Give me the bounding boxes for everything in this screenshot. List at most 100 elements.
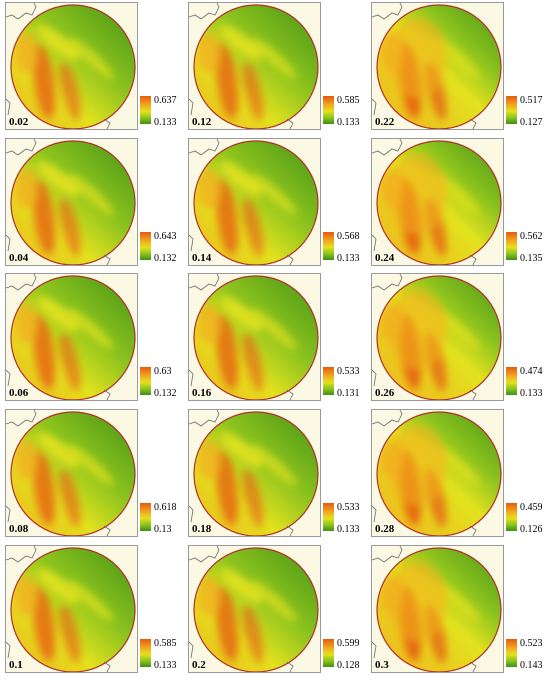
map-panel: 0.1 0.585 0.133 (0, 543, 179, 673)
prediction-map (6, 546, 136, 672)
map-frame: 0.06 (5, 273, 138, 401)
panel-label: 0.1 (9, 659, 23, 671)
coastline (189, 3, 294, 129)
coastline (6, 410, 111, 536)
legend-max-value: 0.585 (337, 95, 360, 106)
prediction-map (189, 546, 319, 672)
color-legend: 0.585 0.133 (323, 0, 363, 130)
legend-min-value: 0.126 (520, 524, 543, 535)
legend-min-value: 0.135 (520, 253, 543, 264)
prediction-map (372, 139, 502, 265)
study-area-boundary (193, 140, 319, 265)
panel-label: 0.14 (192, 252, 212, 264)
legend-max-value: 0.562 (520, 231, 543, 242)
map-panel: 0.28 0.459 0.126 (366, 407, 545, 537)
coastline (189, 410, 294, 536)
coastline (372, 274, 477, 400)
legend-color-ramp (506, 639, 517, 667)
legend-max-value: 0.643 (154, 231, 177, 242)
prediction-map (372, 3, 502, 129)
color-legend: 0.523 0.143 (506, 543, 546, 673)
legend-min-value: 0.13 (154, 524, 172, 535)
panel-label: 0.24 (375, 252, 395, 264)
map-panel: 0.22 0.517 0.127 (366, 0, 545, 130)
map-panel: 0.14 0.568 0.133 (183, 136, 362, 266)
legend-color-ramp (506, 96, 517, 124)
legend-min-value: 0.128 (337, 660, 360, 671)
panel-label: 0.12 (192, 116, 212, 128)
map-panel: 0.06 0.63 0.132 (0, 271, 179, 401)
prediction-map (189, 274, 319, 400)
legend-max-value: 0.533 (337, 502, 360, 513)
coastline (189, 546, 294, 672)
panel-label: 0.16 (192, 387, 212, 399)
study-area-boundary (10, 4, 136, 129)
map-panel: 0.02 0.637 0.133 (0, 0, 179, 130)
legend-color-ramp (506, 503, 517, 531)
map-frame: 0.04 (5, 138, 138, 266)
prediction-map (6, 139, 136, 265)
panel-label: 0.06 (9, 387, 29, 399)
color-legend: 0.585 0.133 (140, 543, 180, 673)
legend-max-value: 0.523 (520, 638, 543, 649)
color-legend: 0.533 0.131 (323, 271, 363, 401)
study-area-boundary (376, 275, 502, 400)
map-frame: 0.2 (188, 545, 321, 673)
map-panel: 0.16 0.533 0.131 (183, 271, 362, 401)
study-area-boundary (376, 140, 502, 265)
map-frame: 0.28 (371, 409, 504, 537)
color-legend: 0.643 0.132 (140, 136, 180, 266)
legend-min-value: 0.127 (520, 117, 543, 128)
legend-color-ramp (323, 232, 334, 260)
study-area-boundary (376, 4, 502, 129)
legend-max-value: 0.568 (337, 231, 360, 242)
coastline (189, 139, 294, 265)
coastline (6, 274, 111, 400)
legend-max-value: 0.585 (154, 638, 177, 649)
legend-color-ramp (140, 96, 151, 124)
prediction-map (189, 410, 319, 536)
panel-label: 0.18 (192, 523, 212, 535)
color-legend: 0.637 0.133 (140, 0, 180, 130)
legend-max-value: 0.63 (154, 366, 172, 377)
panel-label: 0.28 (375, 523, 395, 535)
prediction-map (372, 410, 502, 536)
map-frame: 0.26 (371, 273, 504, 401)
map-frame: 0.12 (188, 2, 321, 130)
study-area-boundary (376, 411, 502, 536)
map-frame: 0.1 (5, 545, 138, 673)
prediction-map (6, 410, 136, 536)
map-panel: 0.08 0.618 0.13 (0, 407, 179, 537)
map-frame: 0.02 (5, 2, 138, 130)
color-legend: 0.568 0.133 (323, 136, 363, 266)
map-panel: 0.24 0.562 0.135 (366, 136, 545, 266)
map-frame: 0.18 (188, 409, 321, 537)
panel-label: 0.26 (375, 387, 395, 399)
legend-min-value: 0.133 (520, 388, 543, 399)
color-legend: 0.618 0.13 (140, 407, 180, 537)
prediction-map (189, 139, 319, 265)
legend-color-ramp (323, 96, 334, 124)
map-panel: 0.26 0.474 0.133 (366, 271, 545, 401)
panel-label: 0.22 (375, 116, 395, 128)
legend-max-value: 0.533 (337, 366, 360, 377)
prediction-map (372, 274, 502, 400)
color-legend: 0.63 0.132 (140, 271, 180, 401)
prediction-map (372, 546, 502, 672)
legend-color-ramp (140, 232, 151, 260)
panel-label: 0.2 (192, 659, 206, 671)
legend-min-value: 0.131 (337, 388, 360, 399)
panel-label: 0.02 (9, 116, 29, 128)
coastline (6, 3, 111, 129)
legend-min-value: 0.133 (154, 660, 177, 671)
map-panel: 0.12 0.585 0.133 (183, 0, 362, 130)
panel-label: 0.3 (375, 659, 389, 671)
legend-max-value: 0.474 (520, 366, 543, 377)
map-frame: 0.22 (371, 2, 504, 130)
legend-color-ramp (506, 232, 517, 260)
legend-min-value: 0.133 (337, 117, 360, 128)
color-legend: 0.459 0.126 (506, 407, 546, 537)
color-legend: 0.517 0.127 (506, 0, 546, 130)
color-legend: 0.474 0.133 (506, 271, 546, 401)
